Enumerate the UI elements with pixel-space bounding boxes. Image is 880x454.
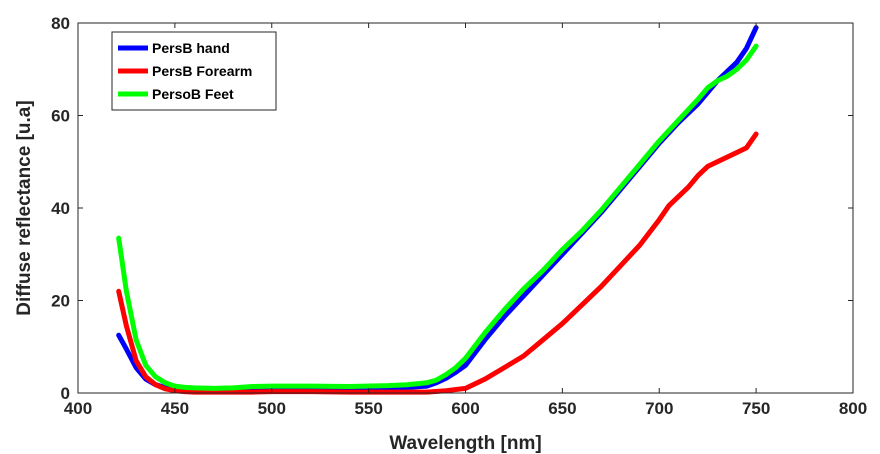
x-tick-label: 550 [354,399,382,418]
series-line-2 [116,131,759,395]
axis-tick-labels: 400 450 500 550 600 650 700 750 800 0 20 40 60 80 [51,14,867,418]
x-tick-label: 800 [839,399,867,418]
legend-label-3: PersoB Feet [152,86,234,102]
legend-label-1: PersB hand [152,40,230,56]
x-tick-label: 500 [258,399,286,418]
y-axis-title: Diffuse reflectance [u.a] [14,100,35,315]
x-tick-label: 450 [161,399,189,418]
x-tick-label: 650 [548,399,576,418]
axis-ticks [77,22,854,394]
y-tick-label: 60 [51,107,70,126]
x-tick-label: 600 [451,399,479,418]
plot-lines [116,25,759,395]
y-tick-label: 80 [51,14,70,33]
y-tick-label: 40 [51,199,70,218]
series-line-3 [116,43,759,391]
x-axis-title: Wavelength [nm] [389,433,541,454]
x-tick-label: 400 [64,399,92,418]
y-tick-label: 20 [51,292,70,311]
x-tick-label: 750 [742,399,770,418]
legend: PersB hand PersB Forearm PersoB Feet [111,31,277,111]
x-tick-label: 700 [645,399,673,418]
legend-label-2: PersB Forearm [152,63,252,79]
y-tick-label: 0 [61,384,70,403]
